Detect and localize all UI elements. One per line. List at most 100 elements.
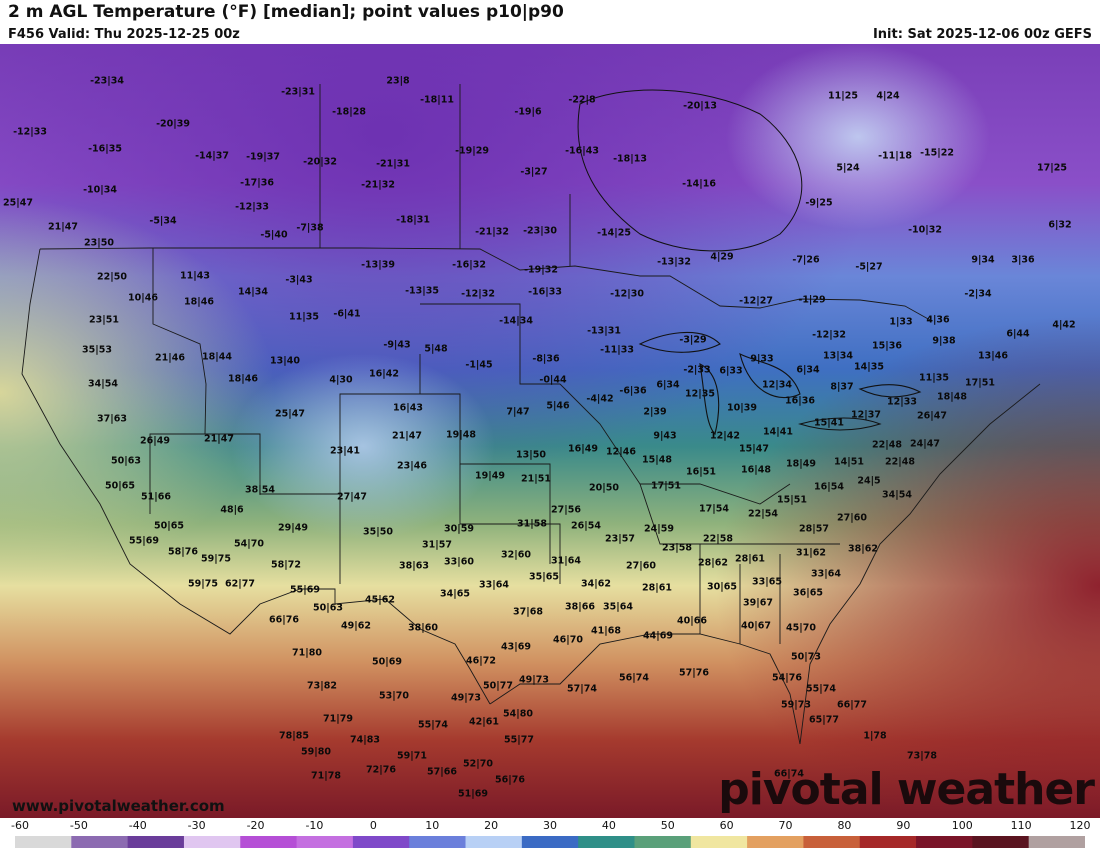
point-value: 19|48 xyxy=(446,429,476,441)
point-value: 27|56 xyxy=(551,504,581,516)
point-value: 66|74 xyxy=(774,768,804,780)
point-value: 21|46 xyxy=(155,352,185,364)
point-value: -12|32 xyxy=(461,288,495,300)
point-value: -12|33 xyxy=(235,201,269,213)
point-value: 52|70 xyxy=(463,758,493,770)
point-value: 5|46 xyxy=(546,400,570,412)
point-value: 22|48 xyxy=(885,456,915,468)
point-value: 57|76 xyxy=(679,667,709,679)
colorbar-tick-label: -30 xyxy=(187,819,206,832)
point-value: 53|70 xyxy=(379,690,409,702)
point-value: -11|18 xyxy=(878,150,912,162)
point-value: 55|69 xyxy=(129,535,159,547)
point-value: 7|47 xyxy=(506,406,530,418)
point-value: -21|31 xyxy=(376,158,410,170)
point-value: 17|54 xyxy=(699,503,729,515)
point-value: 38|66 xyxy=(565,601,595,613)
point-value: 41|68 xyxy=(591,625,621,637)
colorbar-tick-label: 60 xyxy=(719,819,734,832)
point-value: -19|32 xyxy=(524,264,558,276)
point-value: 34|65 xyxy=(440,588,470,600)
point-value: -19|37 xyxy=(246,151,280,163)
colorbar-labels: -60 -50 -40 -30 -20 -10 0 10 20 30 40 50 60 70 80 90 100… xyxy=(0,818,1100,834)
colorbar-tick-label: 80 xyxy=(837,819,852,832)
point-value: 31|57 xyxy=(422,539,452,551)
point-value: 4|42 xyxy=(1052,319,1076,331)
point-value: 21|47 xyxy=(392,430,422,442)
colorbar-tick-label: 90 xyxy=(896,819,911,832)
point-value: 6|32 xyxy=(1048,219,1072,231)
colorbar-tick-label: 70 xyxy=(778,819,793,832)
point-value: 58|72 xyxy=(271,559,301,571)
point-value: -13|39 xyxy=(361,259,395,271)
point-value: 14|34 xyxy=(238,286,268,298)
point-value: 15|36 xyxy=(872,340,902,352)
point-value: -21|32 xyxy=(361,179,395,191)
point-value: 14|41 xyxy=(763,426,793,438)
point-value: 49|62 xyxy=(341,620,371,632)
init-time: Init: Sat 2025-12-06 00z GEFS xyxy=(872,27,1092,42)
point-value: 5|48 xyxy=(424,343,448,355)
point-value: 18|46 xyxy=(228,373,258,385)
point-value: 4|30 xyxy=(329,374,353,386)
point-value: 24|47 xyxy=(910,438,940,450)
point-value: 16|43 xyxy=(393,402,423,414)
point-value: -23|34 xyxy=(90,75,124,87)
point-value: 1|33 xyxy=(889,316,913,328)
point-value: 21|47 xyxy=(204,433,234,445)
point-value: 16|42 xyxy=(369,368,399,380)
point-value: 29|49 xyxy=(278,522,308,534)
point-value: 50|65 xyxy=(105,480,135,492)
point-value: 49|73 xyxy=(451,692,481,704)
point-value: -12|32 xyxy=(812,329,846,341)
point-value: -14|16 xyxy=(682,178,716,190)
point-value: -6|41 xyxy=(333,308,361,320)
temperature-map[interactable]: -23|34 23|8 -23|31 -18|11 -22|8 -20|13 11|25 4|… xyxy=(0,44,1100,818)
point-value: 15|41 xyxy=(814,417,844,429)
point-value: 65|77 xyxy=(809,714,839,726)
colorbar-tick-label: 110 xyxy=(1010,819,1032,832)
point-value: 40|67 xyxy=(741,620,771,632)
point-value: 18|46 xyxy=(184,296,214,308)
point-value: 17|25 xyxy=(1037,162,1067,174)
point-value: 6|34 xyxy=(796,364,820,376)
point-value: 14|51 xyxy=(834,456,864,468)
point-value: 12|34 xyxy=(762,379,792,391)
point-value: -7|38 xyxy=(296,222,324,234)
point-value: 33|64 xyxy=(811,568,841,580)
point-value: 16|51 xyxy=(686,466,716,478)
point-value: -16|43 xyxy=(565,145,599,157)
hudson-bay xyxy=(577,89,803,252)
point-value: 11|43 xyxy=(180,270,210,282)
point-value: 26|47 xyxy=(917,410,947,422)
point-value: -12|30 xyxy=(610,288,644,300)
point-value: 6|44 xyxy=(1006,328,1030,340)
point-value: 72|76 xyxy=(366,764,396,776)
point-value: 25|47 xyxy=(275,408,305,420)
colorbar-tick-label: 30 xyxy=(543,819,557,832)
website-label[interactable]: www.pivotalweather.com xyxy=(12,797,225,815)
colorbar-segment xyxy=(803,836,861,848)
colorbar-tick-label: 10 xyxy=(425,819,440,832)
colorbar-tick-label: 0 xyxy=(369,819,377,832)
point-value: 20|50 xyxy=(589,482,619,494)
point-value: 46|70 xyxy=(553,634,583,646)
point-value: 71|80 xyxy=(292,647,322,659)
point-value: 38|63 xyxy=(399,560,429,572)
colorbar-segment xyxy=(578,836,635,848)
point-value: -1|29 xyxy=(798,294,826,306)
point-value: 16|36 xyxy=(785,395,815,407)
point-value: 35|50 xyxy=(363,526,393,538)
map-title: 2 m AGL Temperature (°F) [median]; point… xyxy=(8,2,564,22)
colorbar-segment xyxy=(690,836,748,848)
point-value: 6|34 xyxy=(656,379,680,391)
colorbar-gradient xyxy=(15,836,1085,848)
point-value: 28|61 xyxy=(735,553,765,565)
point-value: 3|36 xyxy=(1011,254,1035,266)
point-value: 58|76 xyxy=(168,546,198,558)
point-value: 39|67 xyxy=(743,597,773,609)
point-value: 78|85 xyxy=(279,730,309,742)
point-value: 13|34 xyxy=(823,350,853,362)
point-value: 71|79 xyxy=(323,713,353,725)
colorbar-tick-label: 40 xyxy=(601,819,616,832)
